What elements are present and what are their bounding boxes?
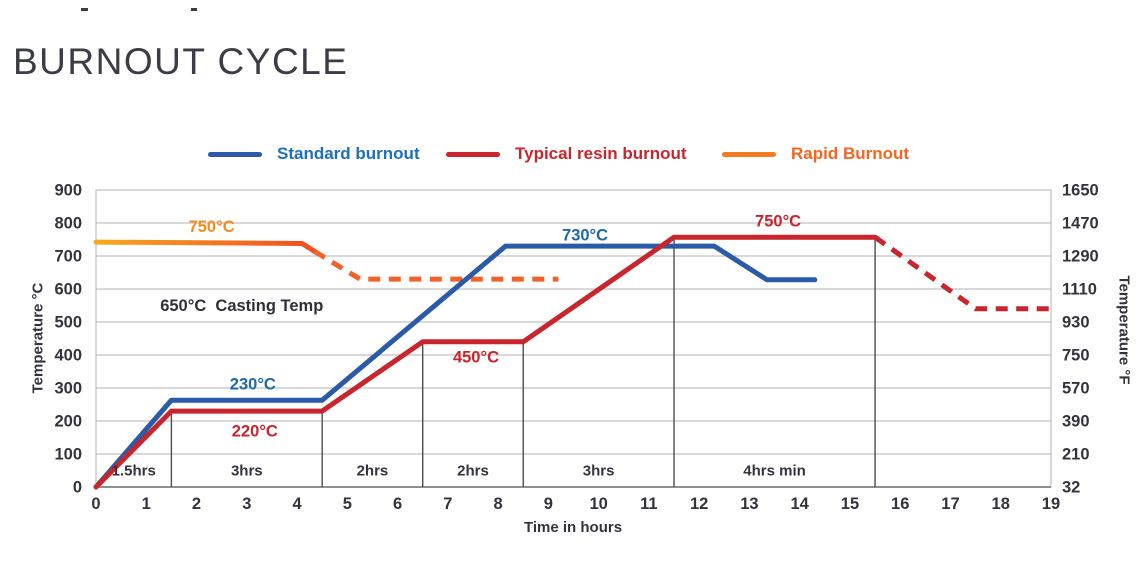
x-tick-13: 13 (740, 495, 758, 513)
legend-label-rapid-burnout: Rapid Burnout (791, 144, 910, 163)
x-tick-7: 7 (443, 495, 452, 513)
x-tick-17: 17 (941, 495, 959, 513)
x-tick-18: 18 (992, 495, 1010, 513)
y-tick-c-0: 0 (73, 479, 82, 497)
y-tick-c-100: 100 (54, 446, 82, 464)
annotation-standard-hold-1: 230°C (230, 376, 276, 394)
series-line-rapid-burnout (93, 239, 318, 254)
x-axis-title: Time in hours (523, 519, 623, 536)
x-tick-4: 4 (292, 495, 302, 513)
y-tick-f-210: 210 (1062, 446, 1090, 464)
x-tick-10: 10 (589, 495, 607, 513)
x-tick-1: 1 (142, 495, 151, 513)
x-tick-6: 6 (393, 495, 402, 513)
y-tick-f-930: 930 (1062, 314, 1090, 332)
y-tick-c-700: 700 (54, 248, 82, 266)
y-tick-c-400: 400 (54, 347, 82, 365)
y-tick-f-570: 570 (1062, 380, 1090, 398)
y-tick-f-1290: 1290 (1062, 248, 1099, 266)
cropped-text-artifact (191, 8, 197, 11)
y-tick-c-900: 900 (54, 182, 82, 200)
x-tick-19: 19 (1042, 495, 1060, 513)
legend-item-standard-burnout: Standard burnout (208, 143, 420, 165)
y-tick-f-1110: 1110 (1062, 281, 1097, 299)
cropped-text-artifact (81, 8, 88, 11)
x-tick-0: 0 (91, 495, 100, 513)
x-tick-2: 2 (192, 495, 201, 513)
segment-label-6: 4hrs min (743, 463, 806, 480)
legend-item-rapid-burnout: Rapid Burnout (722, 143, 909, 165)
series-line-typical-resin-burnout (93, 234, 878, 490)
y-tick-f-750: 750 (1062, 347, 1090, 365)
annotation-resin-hold-2: 450°C (453, 348, 499, 366)
page-title: BURNOUT CYCLE (13, 40, 349, 82)
segment-label-4: 2hrs (457, 463, 489, 480)
y-tick-c-800: 800 (54, 215, 82, 233)
x-tick-9: 9 (544, 495, 553, 513)
segment-label-2: 3hrs (231, 463, 263, 480)
series-line-standard-burnout (93, 243, 818, 490)
series-line-typical-resin-burnout-cooling-dashed- (873, 235, 1051, 312)
x-tick-12: 12 (690, 495, 708, 513)
legend-swatch-standard-burnout (208, 151, 262, 157)
x-tick-11: 11 (640, 495, 657, 513)
segment-label-1: 1.5hrs (112, 463, 156, 480)
y-tick-c-500: 500 (54, 314, 82, 332)
legend-label-standard-burnout: Standard burnout (277, 144, 420, 163)
legend-swatch-typical-resin-burnout (446, 151, 500, 157)
segment-label-3: 2hrs (357, 463, 389, 480)
legend-label-typical-resin-burnout: Typical resin burnout (515, 144, 687, 163)
chart-legend: Standard burnout Typical resin burnout R… (0, 143, 1144, 165)
y-tick-c-200: 200 (54, 413, 82, 431)
annotation-rapid-burnout-temp: 750°C (189, 218, 235, 236)
y-tick-f-32: 32 (1062, 479, 1080, 497)
x-tick-16: 16 (891, 495, 909, 513)
y-tick-c-300: 300 (54, 380, 82, 398)
legend-swatch-rapid-burnout (722, 151, 776, 157)
y-tick-f-1470: 1470 (1062, 215, 1099, 233)
y-tick-f-1650: 1650 (1062, 182, 1099, 200)
x-tick-14: 14 (791, 495, 810, 513)
series-line-rapid-burnout-cooling-dashed- (313, 249, 559, 282)
legend-item-typical-resin-burnout: Typical resin burnout (446, 143, 687, 165)
annotation-resin-hold-1: 220°C (232, 422, 278, 440)
x-tick-5: 5 (343, 495, 352, 513)
y-tick-c-600: 600 (54, 281, 82, 299)
segment-label-5: 3hrs (583, 463, 615, 480)
annotation-casting-temp: 650°C Casting Temp (160, 297, 323, 315)
annotation-resin-peak: 750°C (755, 213, 801, 231)
y-tick-f-390: 390 (1062, 413, 1090, 431)
x-tick-15: 15 (841, 495, 859, 513)
annotation-standard-peak: 730°C (562, 226, 608, 244)
x-tick-3: 3 (242, 495, 251, 513)
x-tick-8: 8 (494, 495, 503, 513)
